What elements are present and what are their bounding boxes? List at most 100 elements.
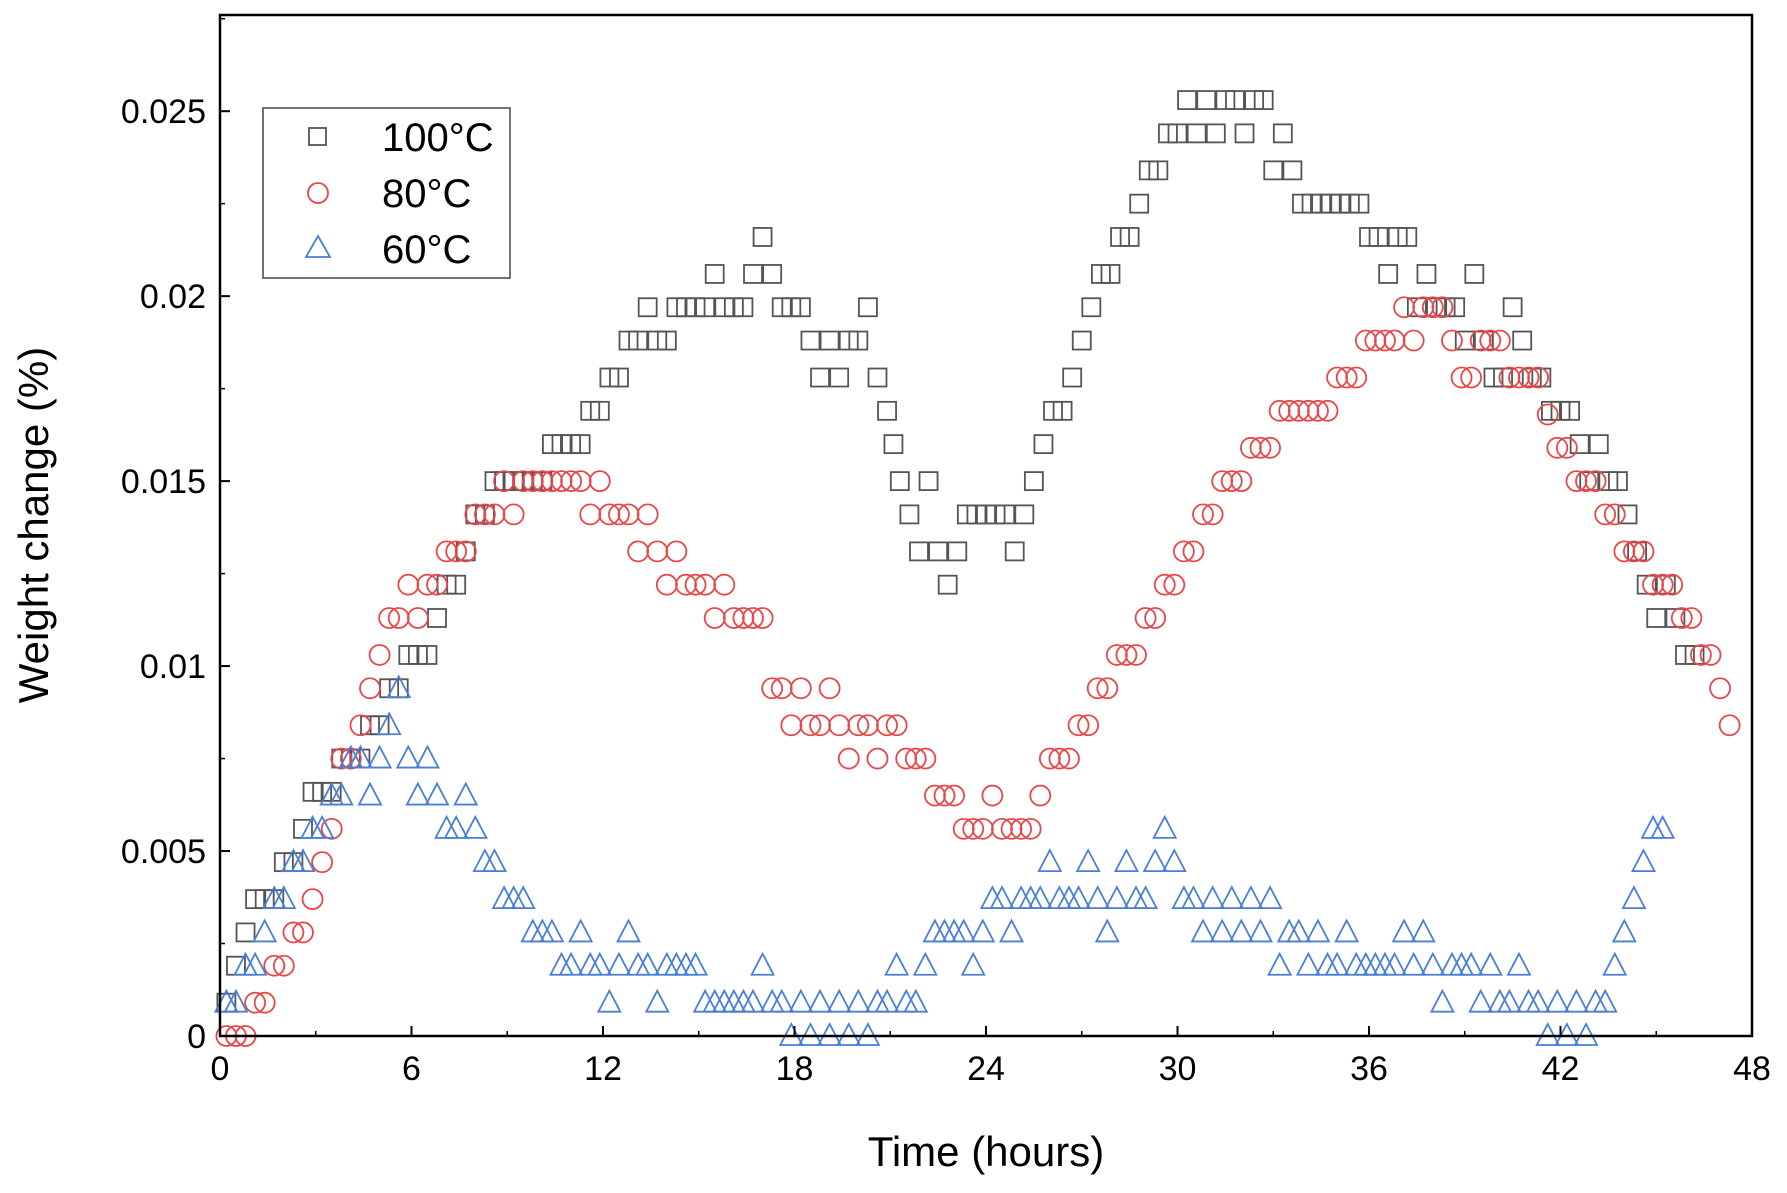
data-point-triangle bbox=[1066, 885, 1092, 910]
legend-circle-marker-icon bbox=[307, 182, 329, 204]
data-point-circle bbox=[1172, 540, 1195, 563]
data-point-square bbox=[829, 367, 850, 388]
data-point-triangle bbox=[252, 918, 278, 943]
data-point-triangle bbox=[596, 988, 622, 1013]
data-point-circle bbox=[1718, 714, 1741, 737]
x-tick-label: 18 bbox=[776, 1050, 814, 1088]
y-tick-label: 0.02 bbox=[140, 278, 206, 316]
data-point-triangle bbox=[481, 848, 507, 873]
data-point-circle bbox=[904, 747, 927, 770]
data-point-square bbox=[819, 330, 840, 351]
data-point-circle bbox=[1335, 366, 1358, 389]
data-point-triangle bbox=[328, 781, 354, 806]
data-point-triangle bbox=[443, 814, 469, 839]
data-point-triangle bbox=[1267, 951, 1293, 976]
x-tick-label: 6 bbox=[402, 1050, 421, 1088]
data-point-triangle bbox=[616, 918, 642, 943]
data-point-triangle bbox=[453, 781, 479, 806]
data-point-circle bbox=[1584, 470, 1607, 493]
data-point-circle bbox=[751, 607, 774, 629]
data-point-square bbox=[1023, 471, 1044, 492]
data-point-triangle bbox=[539, 918, 565, 943]
data-point-circle bbox=[1460, 366, 1483, 389]
data-point-triangle bbox=[740, 988, 766, 1013]
data-point-triangle bbox=[1161, 848, 1187, 873]
legend-label-100c: 100°C bbox=[382, 116, 494, 160]
data-point-square bbox=[1196, 90, 1217, 110]
data-point-circle bbox=[1153, 573, 1176, 596]
data-point-square bbox=[1569, 434, 1590, 455]
data-point-circle bbox=[1182, 540, 1205, 563]
data-point-triangle bbox=[1477, 951, 1503, 976]
data-point-circle bbox=[502, 503, 525, 526]
data-point-circle bbox=[588, 470, 611, 493]
data-point-square bbox=[1186, 123, 1207, 144]
data-point-circle bbox=[416, 573, 439, 596]
data-point-triangle bbox=[1152, 814, 1178, 839]
data-point-circle bbox=[368, 644, 391, 666]
data-point-circle bbox=[1048, 747, 1071, 770]
data-point-square bbox=[867, 367, 888, 388]
data-point-triangle bbox=[386, 674, 412, 699]
data-point-circle bbox=[1220, 470, 1243, 493]
data-point-circle bbox=[1402, 329, 1425, 352]
data-point-square bbox=[570, 434, 591, 455]
data-point-square bbox=[1177, 90, 1197, 110]
data-point-circle bbox=[1010, 817, 1033, 840]
legend-box bbox=[262, 107, 511, 279]
data-point-circle bbox=[330, 747, 353, 770]
data-point-circle bbox=[1546, 436, 1569, 459]
data-point-triangle bbox=[1382, 951, 1408, 976]
data-point-triangle bbox=[1563, 988, 1589, 1013]
data-point-square bbox=[609, 367, 629, 388]
data-point-circle bbox=[1259, 436, 1281, 459]
data-point-square bbox=[1148, 160, 1169, 181]
data-point-circle bbox=[1680, 607, 1703, 629]
data-point-square bbox=[1406, 297, 1427, 318]
data-point-triangle bbox=[1525, 988, 1551, 1013]
data-point-triangle bbox=[1496, 988, 1522, 1013]
data-point-circle bbox=[608, 503, 630, 526]
data-point-circle bbox=[1690, 644, 1712, 666]
data-point-square bbox=[810, 367, 830, 388]
x-tick-label: 0 bbox=[211, 1050, 230, 1088]
data-point-circle bbox=[1163, 573, 1186, 596]
data-point-square bbox=[1004, 541, 1025, 562]
data-point-triangle bbox=[1506, 951, 1532, 976]
data-point-triangle bbox=[1650, 814, 1676, 839]
data-point-circle bbox=[1029, 784, 1052, 807]
data-point-triangle bbox=[1209, 918, 1235, 943]
data-point-circle bbox=[339, 747, 362, 770]
data-point-circle bbox=[1651, 573, 1674, 596]
data-point-square bbox=[752, 227, 773, 247]
data-point-circle bbox=[1479, 329, 1502, 352]
x-tick-label: 42 bbox=[1542, 1050, 1580, 1088]
data-point-triangle bbox=[347, 744, 373, 769]
data-point-triangle bbox=[223, 988, 249, 1013]
data-point-circle bbox=[1421, 296, 1444, 319]
data-point-triangle bbox=[1142, 848, 1168, 873]
data-point-triangle bbox=[376, 711, 402, 736]
data-point-circle bbox=[454, 540, 477, 563]
data-point-circle bbox=[253, 991, 276, 1014]
data-point-triangle bbox=[357, 781, 383, 806]
data-point-triangle bbox=[644, 988, 670, 1013]
data-point-circle bbox=[1441, 329, 1463, 352]
data-point-triangle bbox=[1401, 951, 1427, 976]
data-point-triangle bbox=[750, 951, 776, 976]
data-point-circle bbox=[1536, 403, 1559, 426]
data-point-triangle bbox=[462, 814, 488, 839]
data-point-triangle bbox=[405, 781, 431, 806]
y-tick-label: 0.015 bbox=[121, 463, 206, 501]
data-point-square bbox=[1234, 123, 1255, 144]
data-point-square bbox=[475, 504, 495, 525]
data-point-square bbox=[1225, 90, 1245, 110]
data-point-triangle bbox=[635, 951, 661, 976]
data-point-circle bbox=[636, 503, 659, 526]
data-point-circle bbox=[1594, 503, 1617, 526]
data-point-triangle bbox=[1180, 885, 1206, 910]
data-point-circle bbox=[1623, 540, 1645, 563]
data-point-square bbox=[1684, 645, 1705, 665]
data-point-circle bbox=[1374, 329, 1396, 352]
data-point-circle bbox=[761, 677, 784, 700]
